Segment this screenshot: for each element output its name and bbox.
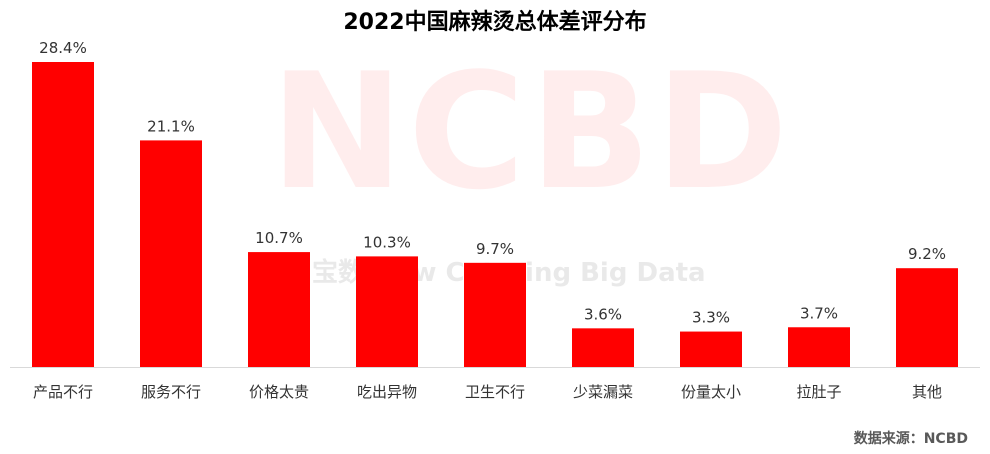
data-label-4: 10.3%	[363, 233, 411, 251]
data-label-5: 9.7%	[476, 240, 514, 258]
bar-1	[32, 62, 94, 367]
bar-2	[140, 140, 202, 367]
category-label-1: 产品不行	[33, 383, 93, 401]
data-label-2: 21.1%	[147, 117, 195, 135]
data-label-7: 3.3%	[692, 309, 730, 327]
data-label-8: 3.7%	[800, 304, 838, 322]
data-label-9: 9.2%	[908, 245, 946, 263]
bar-9	[896, 268, 958, 367]
data-label-1: 28.4%	[39, 39, 87, 57]
category-label-3: 价格太贵	[249, 383, 309, 401]
bar-5	[464, 262, 526, 367]
category-label-9: 其他	[912, 383, 942, 401]
category-label-2: 服务不行	[141, 383, 201, 401]
chart-title: 2022中国麻辣烫总体差评分布	[343, 10, 647, 35]
source-note: 数据来源：NCBD	[853, 431, 968, 447]
category-label-8: 拉肚子	[796, 383, 841, 401]
bar-7	[680, 331, 742, 367]
category-label-6: 少菜漏菜	[573, 383, 633, 401]
bar-6	[572, 328, 634, 367]
bar-4	[356, 256, 418, 367]
bar-8	[788, 327, 850, 367]
category-label-7: 份量太小	[681, 383, 741, 401]
category-label-5: 卫生不行	[465, 383, 525, 401]
data-label-6: 3.6%	[584, 305, 622, 323]
bar-3	[248, 252, 310, 367]
watermark-logo: NCBD	[270, 38, 793, 225]
data-label-3: 10.7%	[255, 229, 303, 247]
category-label-4: 吃出异物	[357, 383, 417, 401]
